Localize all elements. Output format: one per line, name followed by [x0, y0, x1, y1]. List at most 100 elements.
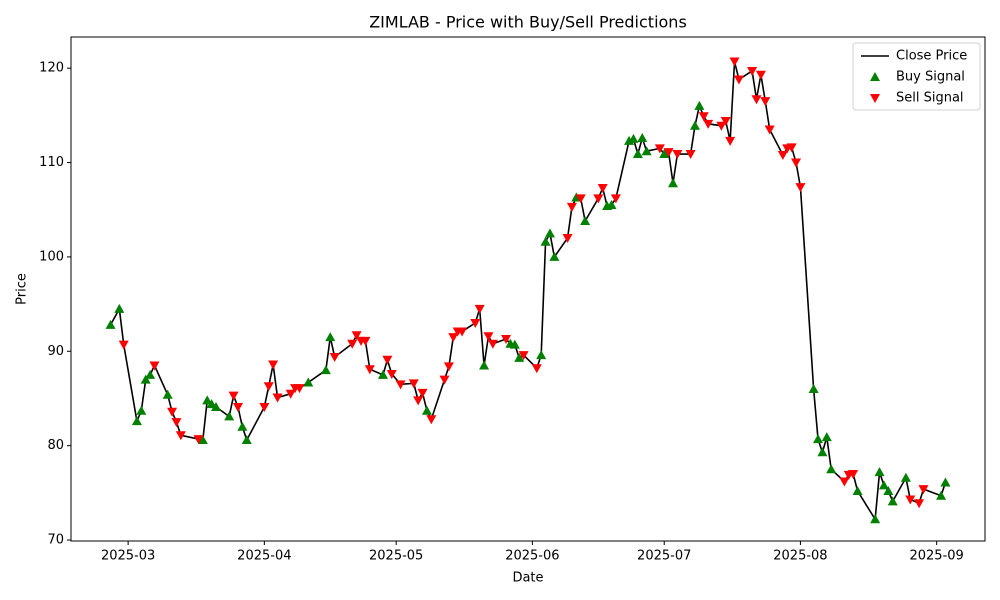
- sell-marker: [426, 415, 437, 425]
- buy-marker: [540, 236, 551, 246]
- sell-marker: [795, 183, 806, 193]
- sell-marker: [725, 136, 736, 146]
- sell-marker: [263, 382, 274, 392]
- x-tick-label: 2025-07: [637, 549, 691, 564]
- sell-marker: [329, 352, 340, 362]
- sell-marker: [483, 332, 494, 342]
- y-tick-label: 70: [47, 533, 64, 548]
- sell-marker: [259, 402, 270, 412]
- sell-marker: [518, 351, 529, 361]
- sell-marker: [347, 339, 358, 349]
- sell-marker: [382, 355, 393, 365]
- x-tick-label: 2025-05: [369, 549, 423, 564]
- buy-marker: [632, 149, 643, 159]
- x-tick-label: 2025-03: [101, 549, 155, 564]
- buy-marker: [694, 100, 705, 110]
- sell-marker: [566, 202, 577, 212]
- x-tick-label: 2025-04: [237, 549, 291, 564]
- buy-marker: [821, 432, 832, 442]
- sell-marker: [777, 150, 788, 160]
- sell-marker: [703, 119, 714, 129]
- buy-marker: [826, 464, 837, 474]
- sell-marker: [755, 70, 766, 80]
- sell-marker: [470, 318, 481, 328]
- plot-frame: [70, 36, 986, 542]
- sell-marker: [593, 194, 604, 204]
- sell-marker: [360, 336, 371, 346]
- sell-marker: [175, 431, 186, 441]
- sell-marker: [791, 158, 802, 168]
- y-tick-label: 80: [47, 438, 64, 453]
- legend-label: Close Price: [896, 49, 967, 64]
- buy-marker: [162, 389, 173, 399]
- sell-marker: [408, 379, 419, 389]
- buy-marker: [580, 216, 591, 226]
- sell-marker: [597, 184, 608, 194]
- buy-marker: [900, 472, 911, 482]
- buy-marker: [536, 350, 547, 360]
- buy-marker: [852, 485, 863, 495]
- sell-marker: [232, 402, 243, 412]
- legend-label: Sell Signal: [896, 91, 964, 106]
- legend-box: [852, 42, 981, 111]
- sell-marker: [914, 499, 925, 509]
- sell-marker: [167, 407, 178, 417]
- buy-marker: [887, 496, 898, 506]
- buy-marker: [606, 200, 617, 209]
- sell-marker: [786, 143, 797, 153]
- sell-marker: [272, 393, 283, 403]
- sell-marker: [747, 66, 758, 76]
- legend-marker: [870, 72, 880, 81]
- sell-marker: [118, 340, 129, 350]
- buy-marker: [878, 480, 889, 490]
- buy-marker: [325, 332, 336, 342]
- sell-marker: [663, 148, 674, 158]
- y-tick-label: 90: [47, 344, 64, 359]
- sell-marker: [848, 469, 859, 479]
- buy-marker: [377, 369, 388, 379]
- x-tick-label: 2025-06: [505, 549, 559, 564]
- buy-marker: [421, 405, 432, 415]
- sell-marker: [905, 495, 916, 505]
- sell-marker: [672, 150, 683, 160]
- sell-marker: [457, 327, 468, 337]
- sell-marker: [764, 125, 775, 135]
- sell-marker: [171, 418, 182, 428]
- sell-marker: [918, 485, 929, 495]
- buy-marker: [883, 485, 894, 495]
- x-axis-label: Date: [512, 571, 543, 586]
- sell-marker: [720, 117, 731, 126]
- sell-marker: [531, 364, 542, 374]
- buy-marker: [131, 416, 142, 426]
- sell-marker: [562, 234, 573, 244]
- y-axis-label: Price: [15, 273, 30, 305]
- buy-marker: [211, 401, 222, 411]
- sell-marker: [751, 95, 762, 105]
- sell-marker: [268, 360, 279, 370]
- sell-marker: [285, 389, 296, 399]
- buy-marker: [659, 149, 670, 159]
- sell-marker: [439, 375, 450, 385]
- buy-marker: [237, 421, 248, 431]
- buy-marker: [140, 374, 151, 384]
- buy-marker: [514, 352, 525, 362]
- buy-marker: [936, 490, 947, 500]
- y-tick-label: 110: [39, 155, 64, 170]
- sell-marker: [698, 112, 709, 122]
- sell-marker: [417, 388, 428, 398]
- legend-label: Buy Signal: [896, 70, 965, 85]
- sell-marker: [839, 477, 850, 487]
- buy-marker: [940, 477, 951, 487]
- buy-marker: [874, 467, 885, 477]
- legend-marker: [870, 94, 880, 103]
- buy-marker: [808, 384, 819, 394]
- x-tick-label: 2025-09: [909, 549, 963, 564]
- buy-marker: [202, 395, 213, 405]
- buy-marker: [145, 369, 156, 379]
- sell-marker: [685, 150, 696, 160]
- buy-marker: [303, 377, 314, 387]
- buy-marker: [637, 132, 648, 142]
- x-tick-label: 2025-08: [773, 549, 827, 564]
